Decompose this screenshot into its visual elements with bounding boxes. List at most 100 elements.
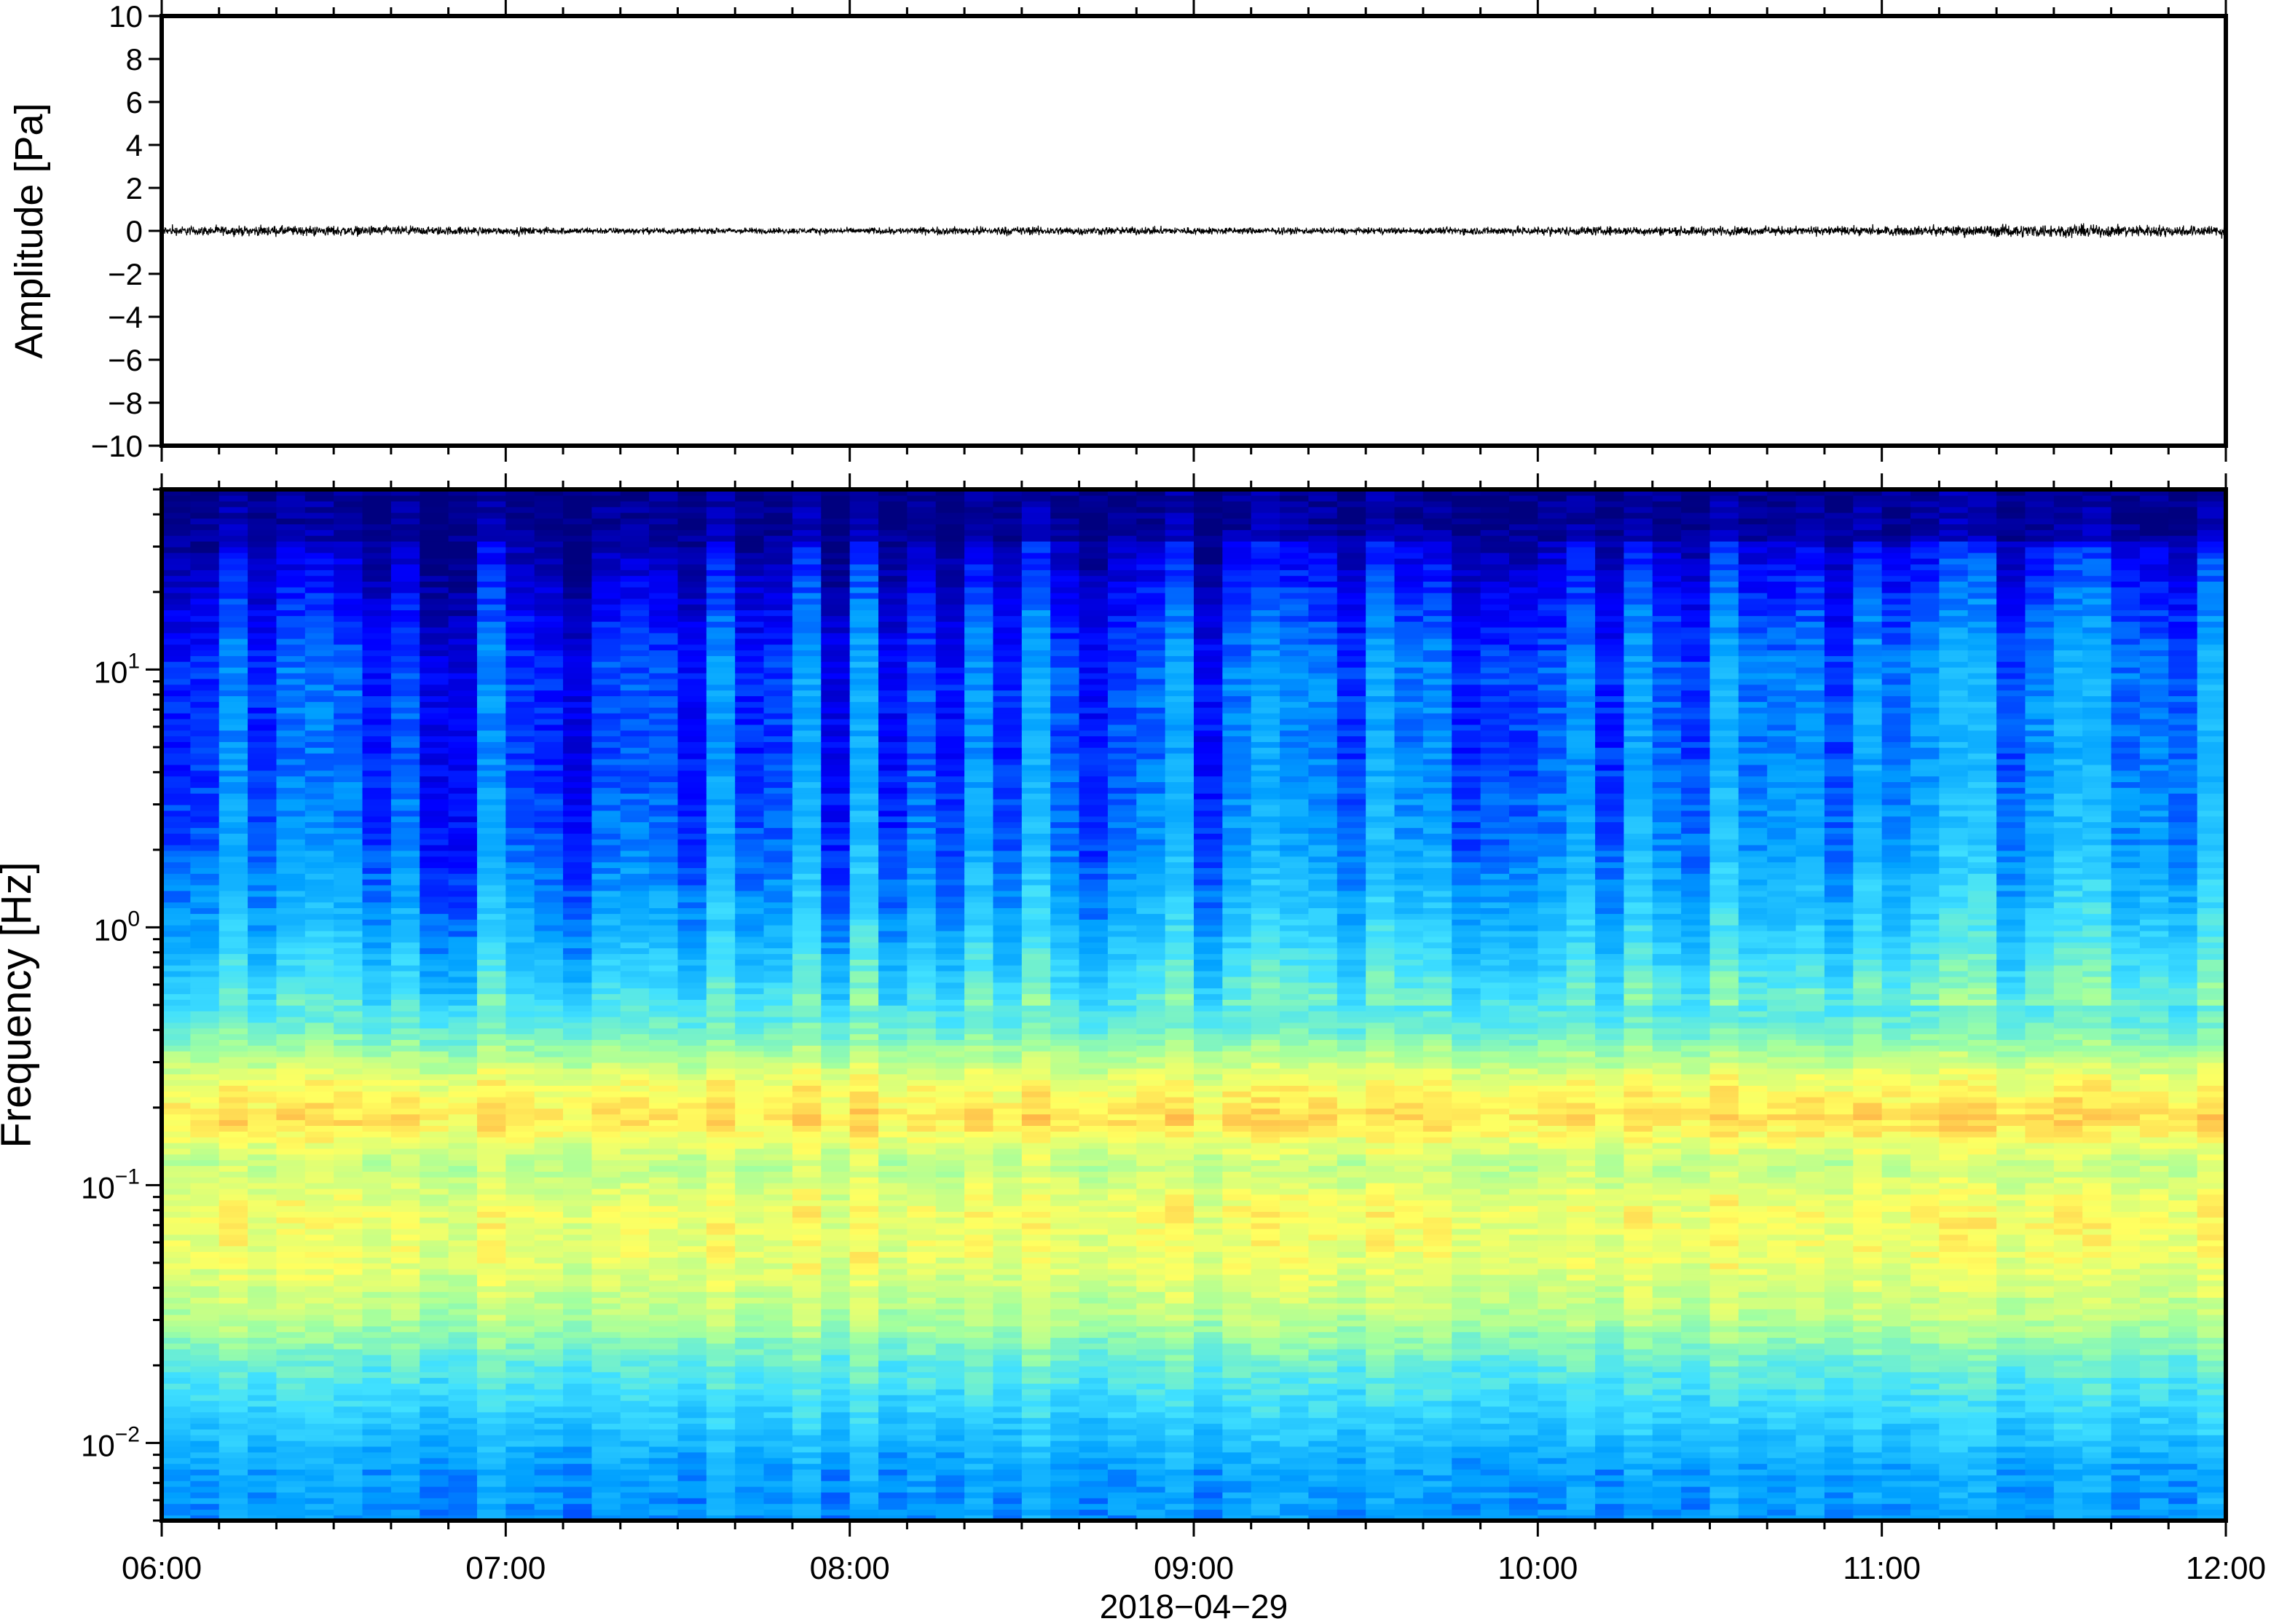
spectrogram-cell — [190, 930, 220, 937]
spectrogram-cell — [219, 821, 248, 828]
spectrogram-cell — [476, 1486, 507, 1493]
spectrogram-cell — [735, 1503, 765, 1510]
spectrogram-cell — [334, 626, 363, 634]
spectrogram-cell — [591, 1010, 621, 1017]
spectrogram-cell — [304, 959, 334, 966]
spectrogram-cell — [534, 1205, 564, 1212]
spectrogram-cell — [448, 1148, 478, 1155]
spectrogram-cell — [162, 1188, 192, 1195]
spectrogram-cell — [763, 1033, 793, 1040]
spectrogram-cell — [162, 638, 192, 645]
spectrogram-cell — [649, 1073, 679, 1081]
spectrogram-cell — [935, 1417, 965, 1424]
spectrogram-cell — [162, 833, 192, 840]
spectrogram-cell — [821, 862, 851, 868]
spectrogram-cell — [190, 1280, 220, 1287]
spectrogram-cell — [219, 1480, 248, 1487]
spectrogram-cell — [849, 999, 879, 1006]
spectrogram-cell — [390, 678, 421, 685]
spectrogram-cell — [476, 678, 507, 685]
spectrogram-cell — [420, 1022, 449, 1029]
waveform-y-tick-label: −2 — [108, 257, 143, 291]
spectrogram-cell — [591, 1062, 621, 1069]
spectrogram-cell — [763, 1125, 793, 1132]
spectrogram-cell — [362, 862, 392, 868]
spectrogram-cell — [821, 838, 851, 845]
spectrogram-cell — [649, 638, 679, 645]
spectrogram-cell — [390, 592, 421, 599]
spectrogram-cell — [276, 724, 306, 731]
spectrogram-cell — [591, 518, 621, 524]
spectrogram-cell — [735, 1205, 765, 1212]
spectrogram-cell — [706, 1096, 736, 1103]
spectrogram-cell — [304, 1274, 334, 1281]
spectrogram-cell — [706, 1222, 736, 1229]
spectrogram-cell — [706, 988, 736, 995]
spectrogram-cell — [735, 1383, 765, 1390]
spectrogram-cell — [935, 1503, 965, 1510]
spectrogram-cell — [162, 569, 192, 576]
spectrogram-cell — [390, 1171, 421, 1178]
spectrogram-cell — [420, 1503, 449, 1510]
spectrogram-cell — [448, 1429, 478, 1435]
spectrogram-cell — [190, 518, 220, 524]
spectrogram-cell — [190, 500, 220, 508]
spectrogram-cell — [334, 558, 363, 565]
spectrogram-cell — [907, 982, 937, 989]
spectrogram-cell — [362, 1108, 392, 1115]
spectrogram-cell — [735, 1435, 765, 1441]
spectrogram-cell — [162, 1475, 192, 1481]
spectrogram-cell — [219, 1325, 248, 1333]
spectrogram-cell — [534, 896, 564, 903]
spectrogram-cell — [334, 1365, 363, 1373]
spectrogram-cell — [849, 1234, 879, 1241]
spectrogram-cell — [849, 1125, 879, 1132]
spectrogram-cell — [534, 1056, 564, 1063]
spectrogram-cell — [362, 546, 392, 553]
spectrogram-cell — [677, 655, 707, 662]
spectrogram-cell — [362, 644, 392, 651]
spectrogram-cell — [792, 638, 822, 645]
spectrogram-cell — [219, 1205, 248, 1212]
spectrogram-cell — [735, 988, 765, 995]
spectrogram-cell — [219, 999, 248, 1006]
spectrogram-cell — [304, 494, 334, 502]
spectrogram-cell — [763, 1239, 793, 1247]
spectrogram-cell — [362, 1377, 392, 1384]
spectrogram-cell — [591, 930, 621, 937]
spectrogram-cell — [735, 1102, 765, 1109]
spectrogram-cell — [248, 758, 278, 765]
spectrogram-cell — [563, 552, 593, 559]
spectrogram-cell — [304, 1239, 334, 1247]
spectrogram-cell — [219, 1028, 248, 1035]
spectrogram-cell — [448, 1033, 478, 1040]
spectrogram-cell — [534, 650, 564, 656]
spectrogram-cell — [334, 684, 363, 691]
spectrogram-cell — [763, 718, 793, 725]
spectrogram-cell — [190, 644, 220, 651]
spectrogram-cell — [505, 798, 535, 805]
spectrogram-cell — [649, 701, 679, 708]
spectrogram-cell — [276, 1045, 306, 1052]
spectrogram-cell — [248, 678, 278, 685]
spectrogram-cell — [420, 730, 449, 737]
spectrogram-cell — [248, 907, 278, 914]
spectrogram-cell — [334, 1337, 363, 1344]
spectrogram-cell — [821, 512, 851, 519]
spectrogram-cell — [591, 678, 621, 685]
spectrogram-cell — [190, 1073, 220, 1081]
spectrogram-cell — [620, 1102, 650, 1109]
spectrogram-cell — [362, 1503, 392, 1510]
spectrogram-cell — [162, 718, 192, 725]
spectrogram-cell — [907, 1188, 937, 1195]
spectrogram-cell — [907, 1091, 937, 1097]
spectrogram-cell — [534, 701, 564, 708]
spectrogram-cell — [534, 890, 564, 897]
spectrogram-cell — [821, 1406, 851, 1413]
spectrogram-cell — [649, 706, 679, 714]
spectrogram-cell — [907, 1016, 937, 1023]
spectrogram-cell — [304, 850, 334, 857]
spectrogram-cell — [476, 1096, 507, 1103]
spectrogram-cell — [362, 764, 392, 771]
spectrogram-cell — [390, 1469, 421, 1475]
